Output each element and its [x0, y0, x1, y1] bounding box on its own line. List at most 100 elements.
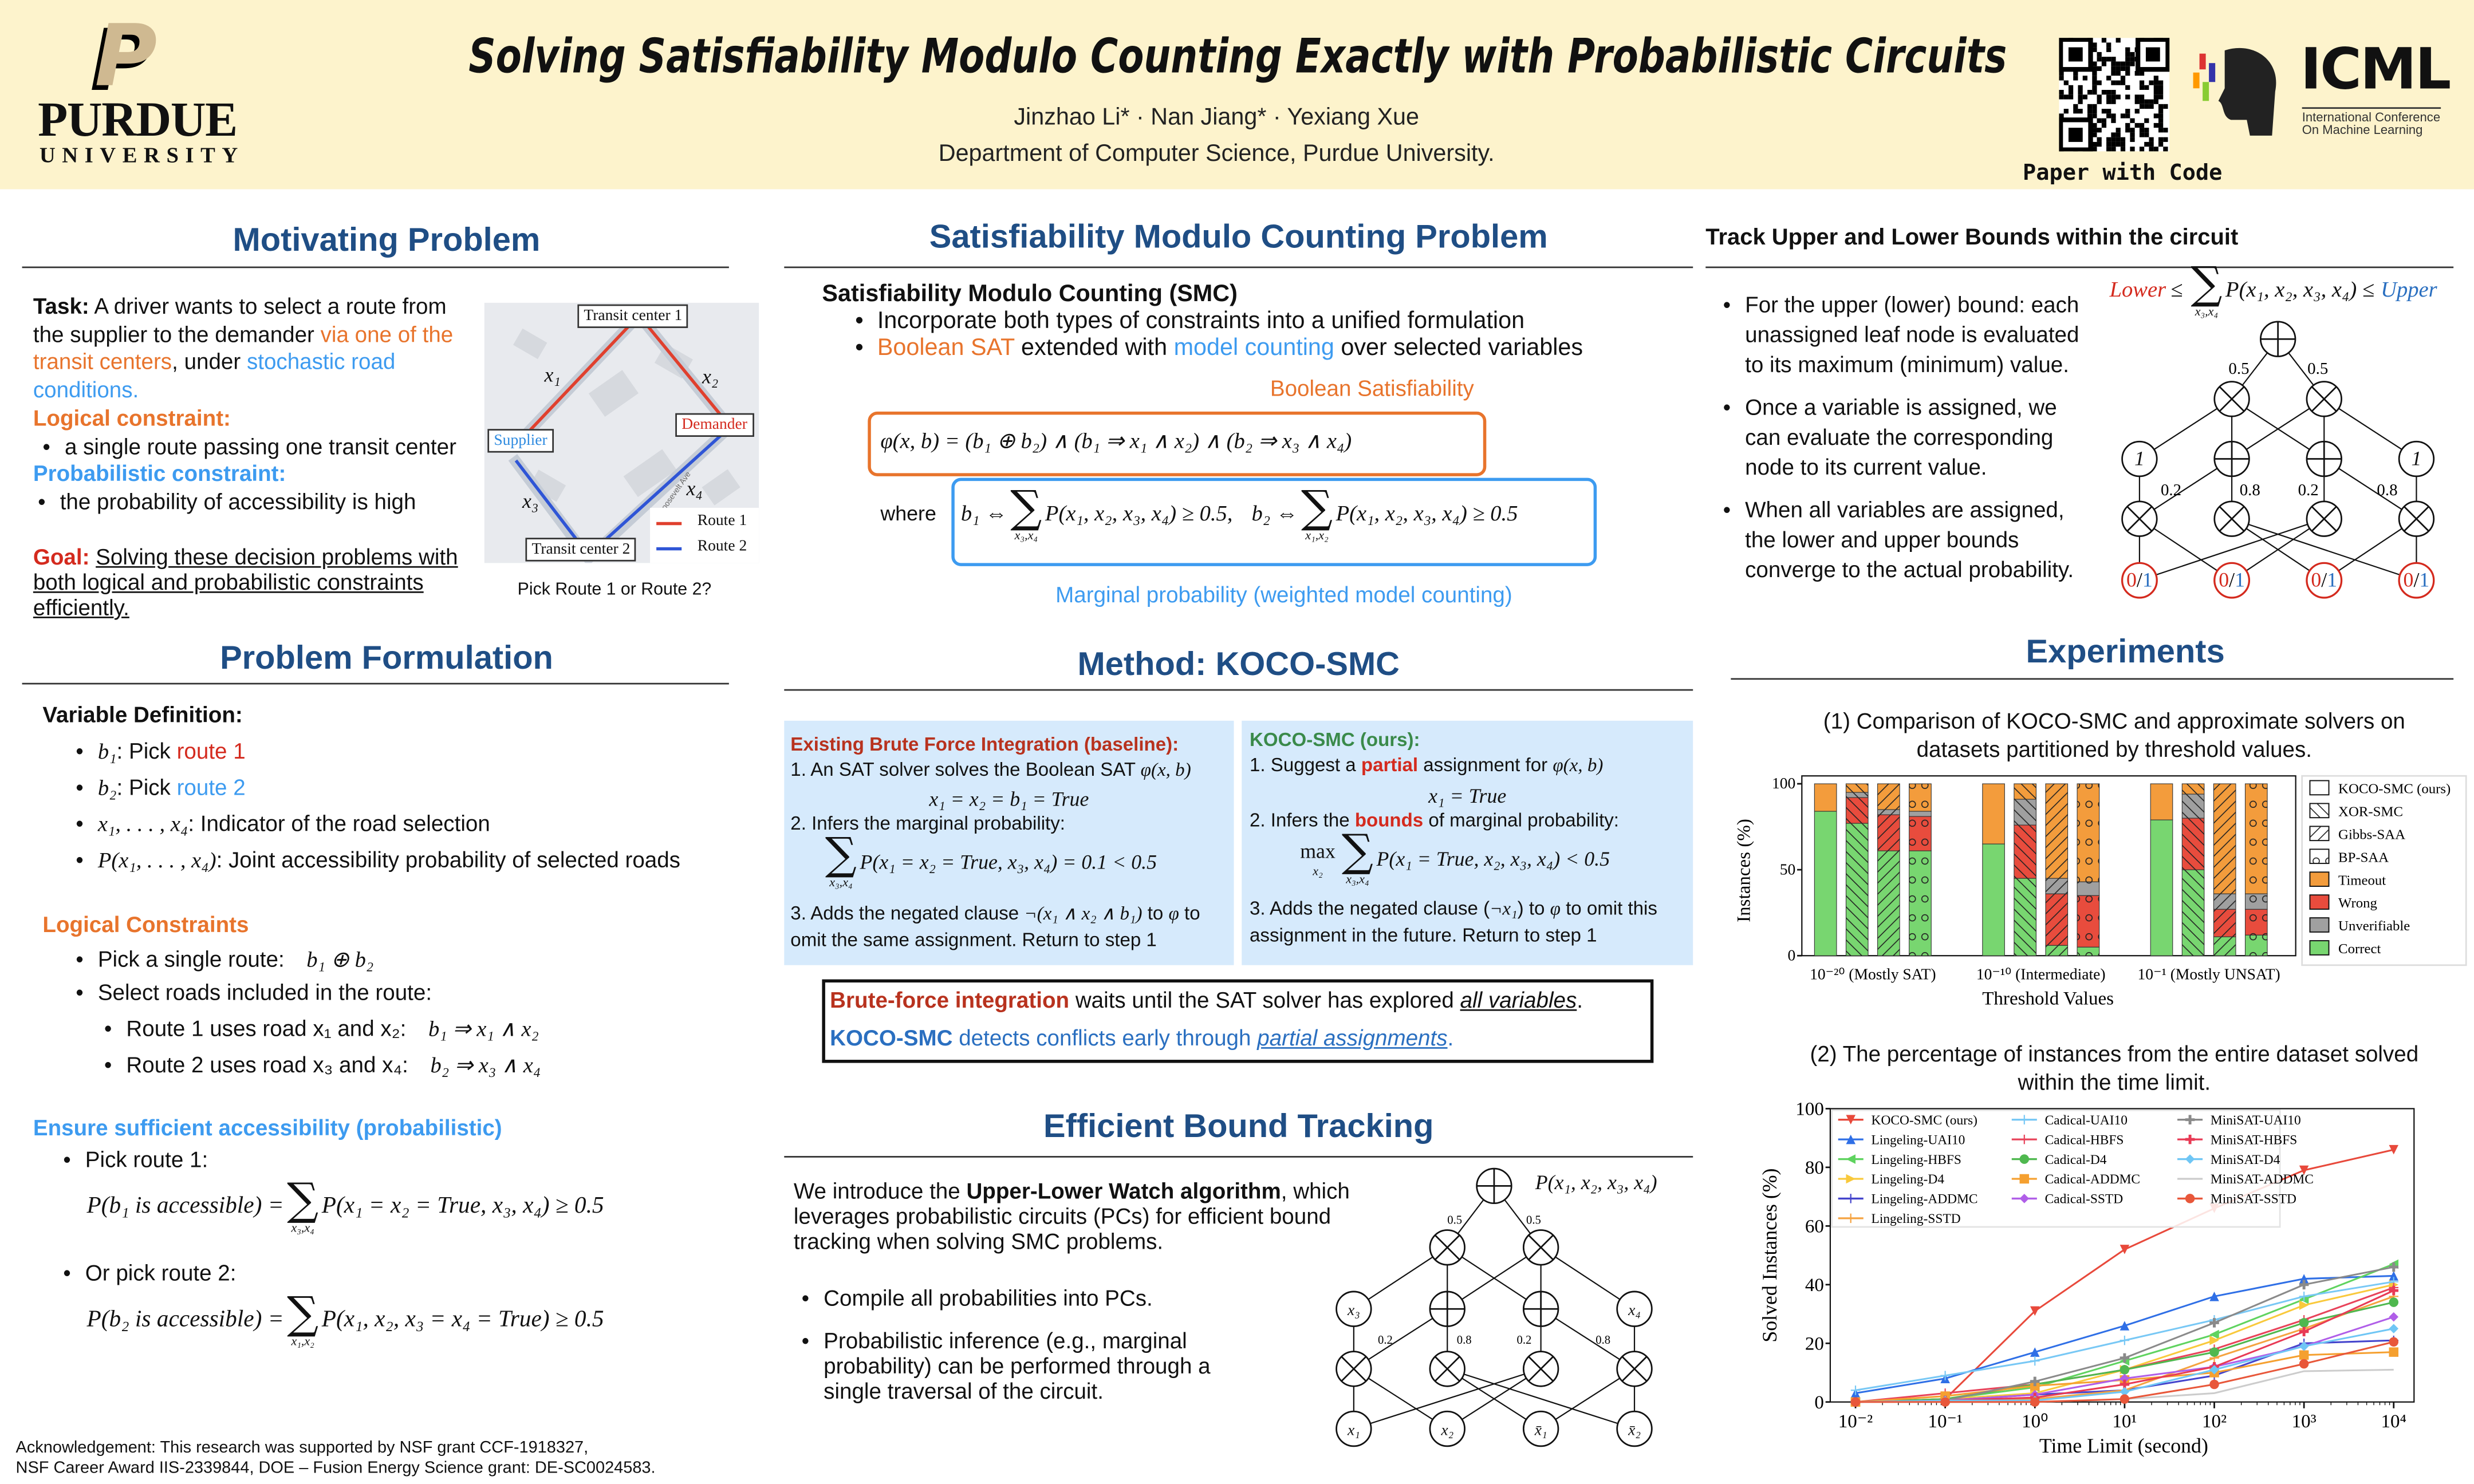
- text-segment: P(x₁, . . . , x₄): [97, 850, 216, 874]
- bar-pattern: [1909, 851, 1932, 956]
- poster-title: Solving Satisfiability Modulo Counting E…: [468, 30, 2007, 85]
- variable-item: x₁, . . . , x₄: Indicator of the road se…: [76, 811, 490, 839]
- sum-node: [1429, 1290, 1466, 1327]
- divider: [784, 266, 1693, 269]
- route1-label: Route 1 uses road x₁ and x₂:: [126, 1015, 407, 1041]
- data-point: [1940, 1394, 1950, 1404]
- x-tick-label: 10⁻¹: [1928, 1411, 1962, 1432]
- bar-pattern: [2045, 878, 2068, 894]
- text-segment: bounds: [1354, 809, 1424, 831]
- circuit-edge: [1541, 1368, 1635, 1430]
- y-tick-label: 60: [1805, 1216, 1824, 1237]
- divider: [784, 689, 1693, 691]
- bar-segment-wrong: [2244, 909, 2268, 936]
- marginal-formula: b₁ ⇔ ∑ x₃,x₄ P(x₁, x₂, x₃, x₄) ≥ 0.5, b₂ ⇔ ∑ x…: [960, 485, 1518, 543]
- sum-symbol: ∑ x₃,x₄: [825, 828, 857, 890]
- text-segment: φ(x, b): [1140, 758, 1191, 781]
- smc-bullet: Incorporate both types of constraints in…: [855, 307, 1524, 334]
- product-node-stroke: [1528, 1234, 1554, 1261]
- text-segment: : Joint accessibility probability of sel…: [216, 847, 681, 873]
- series-line: [1855, 1281, 2394, 1391]
- product-node-stroke: [2219, 506, 2245, 532]
- b1-term: b₁ ⇔: [960, 502, 1007, 526]
- transit-center-1-label: Transit center 1: [577, 304, 689, 328]
- bar-segment-correct: [2150, 819, 2173, 956]
- data-point: [2209, 1329, 2219, 1340]
- text-segment: : Pick: [116, 774, 177, 800]
- map-caption: Pick Route 1 or Route 2?: [517, 580, 712, 599]
- legend-label: Lingeling-HBFS: [1872, 1153, 1961, 1167]
- data-point: [1850, 1397, 1861, 1407]
- series-line: [1855, 1295, 2394, 1403]
- bar-segment-correct: [2045, 945, 2069, 956]
- y-tick-label: 100: [1795, 1099, 1824, 1119]
- legend-pattern: [2310, 849, 2329, 864]
- track-bullet: When all variables are assigned, the low…: [1723, 495, 2095, 585]
- side-leaf-node: [1616, 1290, 1653, 1327]
- bar-pattern: [2245, 935, 2268, 956]
- data-point: [2209, 1362, 2219, 1372]
- chart-2-title: (2) The percentage of instances from the…: [1810, 1040, 2419, 1095]
- data-point: [1850, 1397, 1861, 1407]
- circuit-edge: [1447, 1185, 1495, 1248]
- data-point: [2030, 1390, 2040, 1400]
- product-node: [1616, 1351, 1653, 1387]
- circuit-edge: [1494, 1185, 1542, 1248]
- affiliation: Department of Computer Science, Purdue U…: [938, 140, 1495, 167]
- leaf-node: [1336, 1410, 1372, 1447]
- text-segment: partial assignments: [1257, 1025, 1448, 1051]
- product-node-stroke: [2219, 386, 2245, 412]
- purdue-sub: UNIVERSITY: [39, 145, 245, 169]
- circuit-edge: [2231, 338, 2279, 400]
- leaf-node-label: x₁: [1347, 1421, 1360, 1439]
- divider: [22, 682, 729, 685]
- icml-head-icon: [2193, 48, 2276, 136]
- data-point: [2209, 1347, 2219, 1357]
- data-point: [2030, 1347, 2040, 1357]
- series-line: [1855, 1351, 2394, 1403]
- data-point: [2299, 1274, 2309, 1284]
- logic-item-math: b₁ ⊕ b₂: [306, 949, 374, 973]
- qr-code-icon[interactable]: [2059, 38, 2170, 152]
- bar-pattern: [2045, 783, 2068, 879]
- legend-marker: [2019, 1174, 2030, 1184]
- data-point: [2299, 1350, 2309, 1360]
- road-x4-label: x₄: [686, 476, 703, 500]
- text-segment: .: [1447, 1025, 1454, 1051]
- legend-label: MiniSAT-D4: [2211, 1153, 2280, 1167]
- y-tick-label: 40: [1805, 1275, 1824, 1296]
- bar-pattern: [1846, 823, 1869, 956]
- circuit-edge: [2323, 518, 2417, 581]
- series-line: [1855, 1316, 2394, 1403]
- circuit-edge: [1541, 1246, 1635, 1310]
- koco-formula: max x₂ ∑ x₃,x₄ P(x₁ = True, x₂, x₃, x₄) < 0.…: [1297, 828, 1610, 886]
- circuit-edge: [1353, 1308, 1448, 1369]
- legend-label: MiniSAT-UAI10: [2211, 1113, 2301, 1128]
- data-point: [1850, 1397, 1861, 1407]
- text-segment: over selected variables: [1334, 334, 1583, 361]
- circuit-edge: [2139, 458, 2232, 520]
- leaf-node: [1522, 1410, 1559, 1447]
- edge-weight-label: 0.8: [2377, 481, 2397, 499]
- bar-segment-correct: [1845, 823, 1869, 956]
- data-point: [2389, 1324, 2399, 1333]
- data-point: [1850, 1397, 1861, 1407]
- data-point: [2209, 1292, 2219, 1301]
- sum-node-stroke: [2260, 321, 2295, 357]
- edge-weight-label: 0.2: [2298, 481, 2319, 499]
- edge-weight-label: 0.5: [1526, 1214, 1541, 1226]
- section-title-experiments: Experiments: [2026, 634, 2225, 670]
- sum-subscript: x₁,x₂: [1305, 528, 1329, 543]
- legend-marker: [2185, 1134, 2195, 1144]
- legend-box: [1831, 1109, 2281, 1228]
- data-point: [2299, 1165, 2309, 1175]
- data-point: [1850, 1388, 1861, 1398]
- legend-pattern: [2310, 826, 2329, 841]
- data-point: [2209, 1379, 2219, 1390]
- circuit-edge: [1447, 1246, 1542, 1310]
- legend-label: Gibbs-SAA: [2338, 827, 2405, 842]
- data-point: [2120, 1365, 2130, 1375]
- y-axis-label: Instances (%): [1734, 819, 1754, 922]
- pick-route-2-formula: P(b₂ is accessible) = ∑ x₁,x₂ P(x₁, x₂, x₃ …: [87, 1291, 604, 1349]
- text-segment: to omit this assignment in the future. R…: [1250, 897, 1657, 946]
